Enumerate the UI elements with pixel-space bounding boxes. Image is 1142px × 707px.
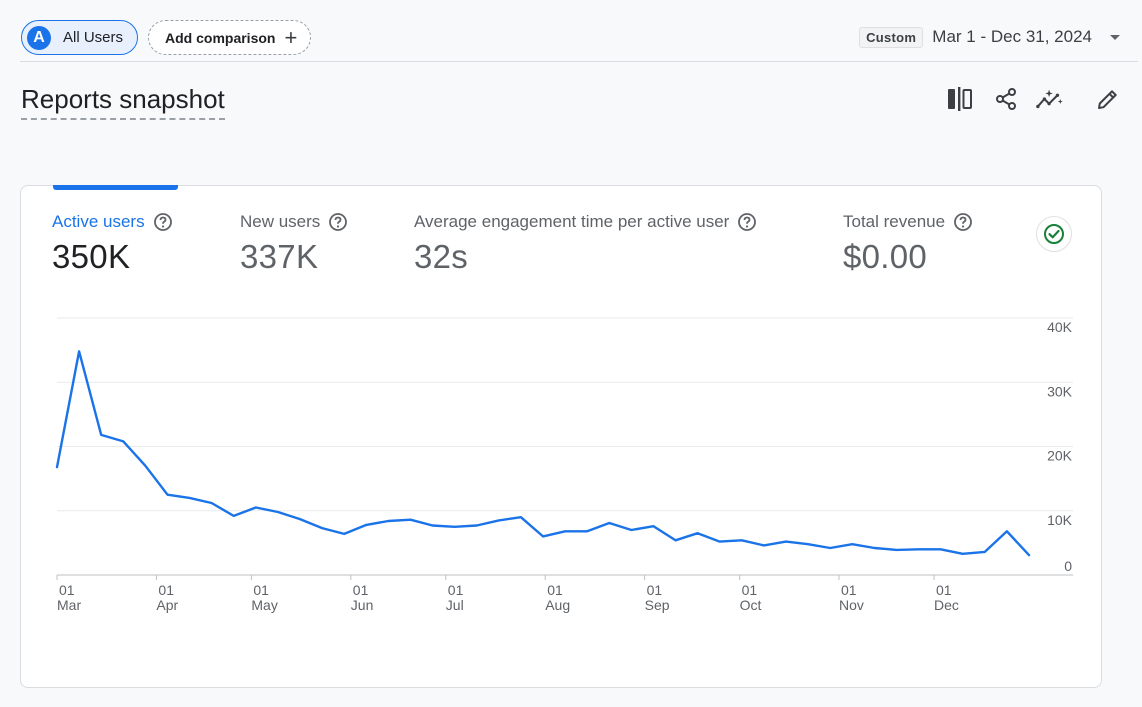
- x-tick-month-label: Jul: [446, 597, 464, 613]
- insights-icon: [1036, 89, 1063, 109]
- y-tick-label: 10K: [1047, 512, 1073, 528]
- data-quality-badge[interactable]: [1036, 216, 1072, 252]
- segment-chip-all-users[interactable]: A All Users: [21, 20, 138, 55]
- edit-icon: [1098, 90, 1117, 109]
- series-line-active-users[interactable]: [55, 350, 1031, 557]
- share-button[interactable]: [992, 85, 1020, 113]
- active-tab-indicator: [53, 185, 178, 190]
- metric-tab-avg-engagement[interactable]: Average engagement time per active user …: [414, 212, 757, 276]
- compare-view-icon: [948, 87, 972, 111]
- x-tick-month-label: Mar: [57, 597, 81, 613]
- report-card: Active users 350K New users 337K Average…: [20, 185, 1102, 688]
- add-comparison-label: Add comparison: [165, 29, 276, 46]
- compare-view-button[interactable]: [946, 85, 974, 113]
- report-toolbar: [946, 84, 1122, 114]
- plus-icon: +: [284, 24, 298, 50]
- x-tick-day-label: 01: [742, 582, 758, 598]
- page-title[interactable]: Reports snapshot: [21, 84, 225, 120]
- metric-value: 32s: [414, 238, 469, 275]
- metric-value: 350K: [52, 238, 131, 275]
- x-tick-month-label: Apr: [156, 597, 178, 613]
- help-icon[interactable]: [953, 212, 973, 232]
- metric-label-row: New users: [240, 212, 348, 232]
- y-tick-label: 30K: [1047, 383, 1073, 399]
- date-range-picker[interactable]: Custom Mar 1 - Dec 31, 2024: [859, 24, 1120, 50]
- x-tick-day-label: 01: [547, 582, 563, 598]
- topbar-divider: [20, 61, 1138, 62]
- x-tick-day-label: 01: [353, 582, 369, 598]
- x-tick-day-label: 01: [253, 582, 269, 598]
- metric-label: Average engagement time per active user: [414, 212, 730, 231]
- chevron-down-icon: [1110, 34, 1120, 40]
- metric-label: Active users: [52, 212, 145, 231]
- y-tick-label: 20K: [1047, 448, 1073, 464]
- metric-label: Total revenue: [843, 212, 946, 231]
- x-tick-month-label: May: [251, 597, 277, 613]
- metric-tab-new-users[interactable]: New users 337K: [240, 212, 348, 276]
- top-bar: A All Users Add comparison + Custom Mar …: [0, 0, 1142, 62]
- edit-button[interactable]: [1094, 85, 1122, 113]
- y-tick-label: 40K: [1047, 319, 1073, 335]
- date-custom-badge: Custom: [859, 26, 924, 48]
- add-comparison-button[interactable]: Add comparison +: [148, 20, 311, 55]
- metric-tab-active-users[interactable]: Active users 350K: [52, 212, 173, 276]
- metric-label-row: Active users: [52, 212, 173, 232]
- metric-label: New users: [240, 212, 321, 231]
- help-icon[interactable]: [153, 212, 173, 232]
- x-tick-day-label: 01: [647, 582, 663, 598]
- date-range-text: Mar 1 - Dec 31, 2024: [932, 27, 1092, 46]
- metric-label-row: Average engagement time per active user: [414, 212, 757, 232]
- active-users-line-chart: 010K20K30K40K01Mar01Apr01May01Jun01Jul01…: [55, 317, 1073, 613]
- metric-value: 337K: [240, 238, 319, 275]
- check-circle-icon: [1044, 224, 1064, 244]
- x-tick-month-label: Nov: [839, 597, 864, 613]
- x-tick-month-label: Sep: [645, 597, 670, 613]
- segment-label: All Users: [63, 29, 124, 46]
- help-icon[interactable]: [328, 212, 348, 232]
- x-tick-day-label: 01: [936, 582, 952, 598]
- x-tick-month-label: Oct: [740, 597, 762, 613]
- x-tick-month-label: Dec: [934, 597, 959, 613]
- metric-label-row: Total revenue: [843, 212, 973, 232]
- y-tick-label: 0: [1064, 558, 1072, 574]
- metric-value: $0.00: [843, 238, 928, 275]
- x-tick-month-label: Aug: [545, 597, 570, 613]
- x-tick-day-label: 01: [158, 582, 174, 598]
- insights-button[interactable]: [1036, 85, 1064, 113]
- x-tick-day-label: 01: [841, 582, 857, 598]
- x-tick-month-label: Jun: [351, 597, 374, 613]
- x-tick-day-label: 01: [59, 582, 75, 598]
- help-icon[interactable]: [737, 212, 757, 232]
- share-icon: [996, 88, 1016, 110]
- segment-avatar: A: [27, 25, 51, 50]
- metric-tab-total-revenue[interactable]: Total revenue $0.00: [843, 212, 973, 276]
- x-tick-day-label: 01: [448, 582, 464, 598]
